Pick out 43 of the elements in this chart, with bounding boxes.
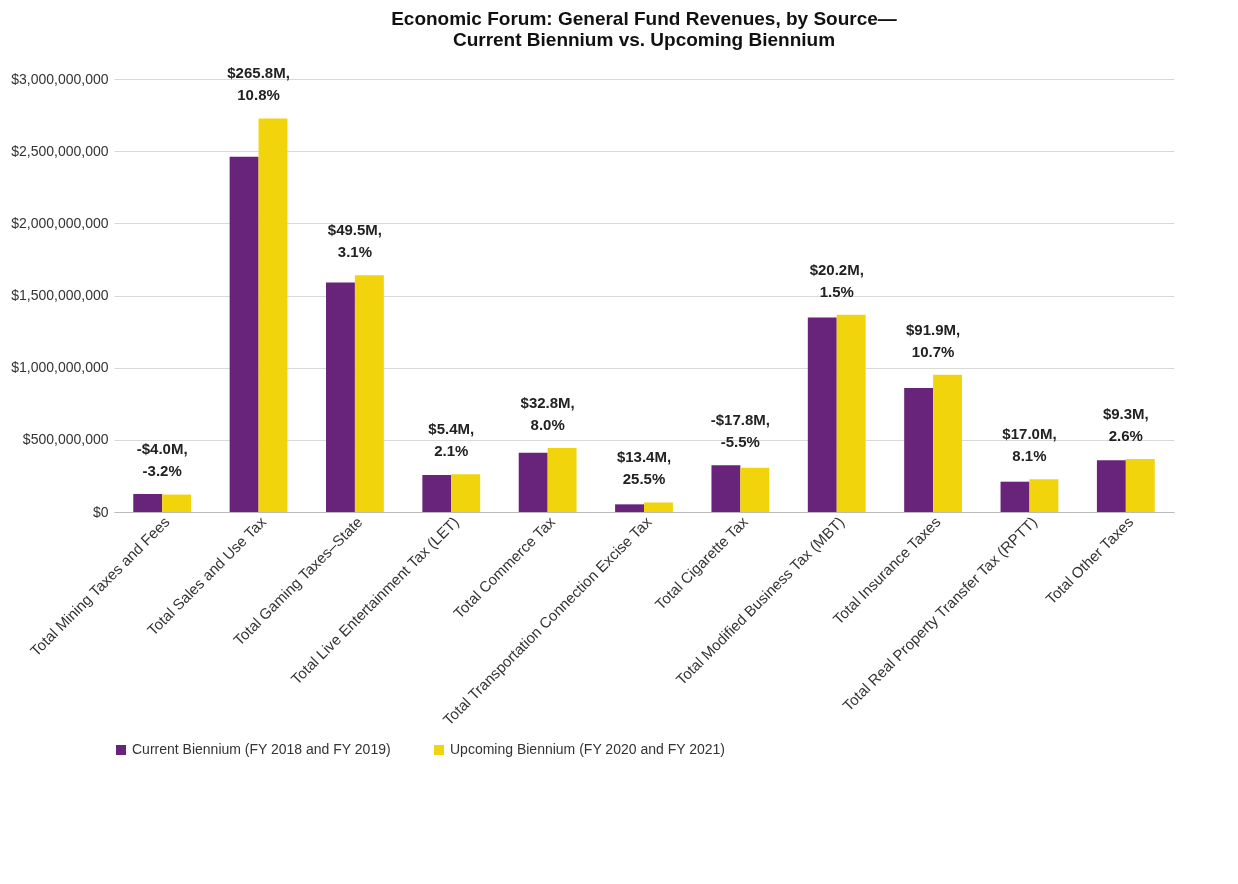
bar (711, 465, 741, 512)
bar (1125, 459, 1155, 512)
annotation: $265.8M, 10.8% (227, 64, 290, 104)
bar (229, 156, 259, 512)
y-tick-label: $0 (92, 503, 109, 520)
annotation: $32.8M, 8.0% (520, 394, 575, 434)
annotation: $13.4M, 25.5% (616, 448, 672, 488)
bar (644, 502, 673, 512)
bar (258, 118, 288, 512)
bar (354, 275, 384, 512)
annotation: $49.5M, 3.1% (327, 221, 383, 261)
annotation: $17.0M, 8.1% (1002, 425, 1057, 465)
bar (1029, 479, 1059, 512)
bar (133, 493, 163, 512)
bar (162, 494, 192, 512)
bar (422, 474, 452, 512)
annotation: $5.4M, 2.1% (428, 420, 475, 460)
bar (1096, 460, 1126, 512)
y-tick-label: $500,000,000 (22, 431, 109, 448)
y-tick-label: $2,500,000,000 (11, 142, 109, 159)
legend-label: Current Biennium (FY 2018 and FY 2019) (132, 741, 391, 757)
annotation: $91.9M, 10.7% (905, 320, 961, 360)
annotation: $20.2M, 1.5% (809, 260, 864, 300)
bar (326, 282, 355, 512)
bar (451, 474, 481, 512)
bar (518, 452, 548, 512)
bar (836, 314, 866, 512)
bar (547, 448, 577, 512)
y-tick-label: $1,000,000,000 (11, 359, 109, 376)
annotation: -$17.8M, -5.5% (710, 411, 770, 451)
bar (933, 374, 962, 512)
y-tick-label: $2,000,000,000 (11, 214, 109, 231)
bar (807, 317, 837, 512)
bar (904, 388, 934, 512)
annotation: $9.3M, 2.6% (1102, 405, 1149, 445)
y-tick-label: $1,500,000,000 (11, 287, 109, 303)
bar (740, 467, 770, 512)
annotation: -$4.0M, -3.2% (136, 439, 188, 479)
bar (1000, 481, 1030, 512)
legend-label: Upcoming Biennium (FY 2020 and FY 2021) (450, 741, 725, 757)
y-tick-label: $3,000,000,000 (11, 70, 109, 87)
bar (615, 504, 644, 512)
chart-title: Economic Forum: General Fund Revenues, by Source— Current Biennium vs. Upcoming Biennium (391, 8, 897, 51)
